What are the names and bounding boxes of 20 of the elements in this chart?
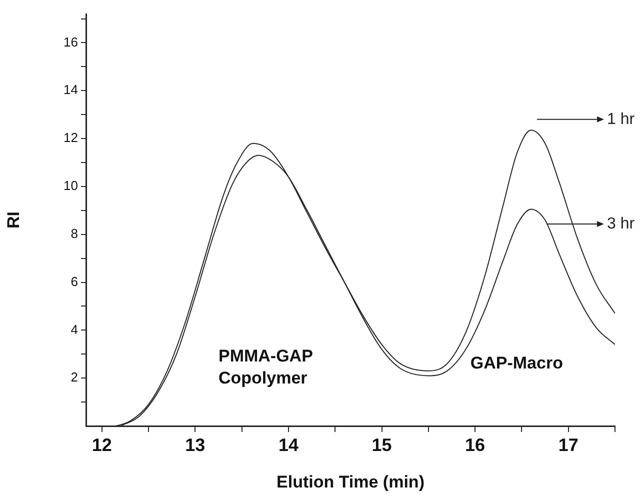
x-tick-label: 17	[558, 434, 578, 455]
legend-label: 3 hr	[607, 215, 636, 232]
x-tick-label: 13	[185, 434, 206, 455]
y-tick-label: 10	[64, 178, 78, 194]
x-tick-label: 16	[465, 434, 486, 455]
x-tick-label: 12	[92, 434, 112, 455]
y-tick-label: 12	[64, 130, 78, 146]
y-axis-title: RI	[4, 212, 23, 228]
annotation: PMMA-GAP Copolymer	[218, 346, 313, 388]
y-tick-label: 2	[70, 370, 78, 385]
annotation: GAP-Macro	[470, 354, 563, 373]
legend-label: 1 hr	[607, 110, 636, 128]
y-tick-label: 16	[64, 34, 78, 50]
y-tick-label: 6	[70, 274, 78, 289]
x-tick-label: 15	[372, 434, 392, 455]
x-tick-label: 14	[278, 434, 298, 455]
y-tick-label: 14	[64, 82, 78, 98]
y-tick-label: 8	[70, 226, 78, 241]
x-axis-title: Elution Time (min)	[276, 472, 424, 492]
y-tick-label: 4	[70, 322, 78, 337]
